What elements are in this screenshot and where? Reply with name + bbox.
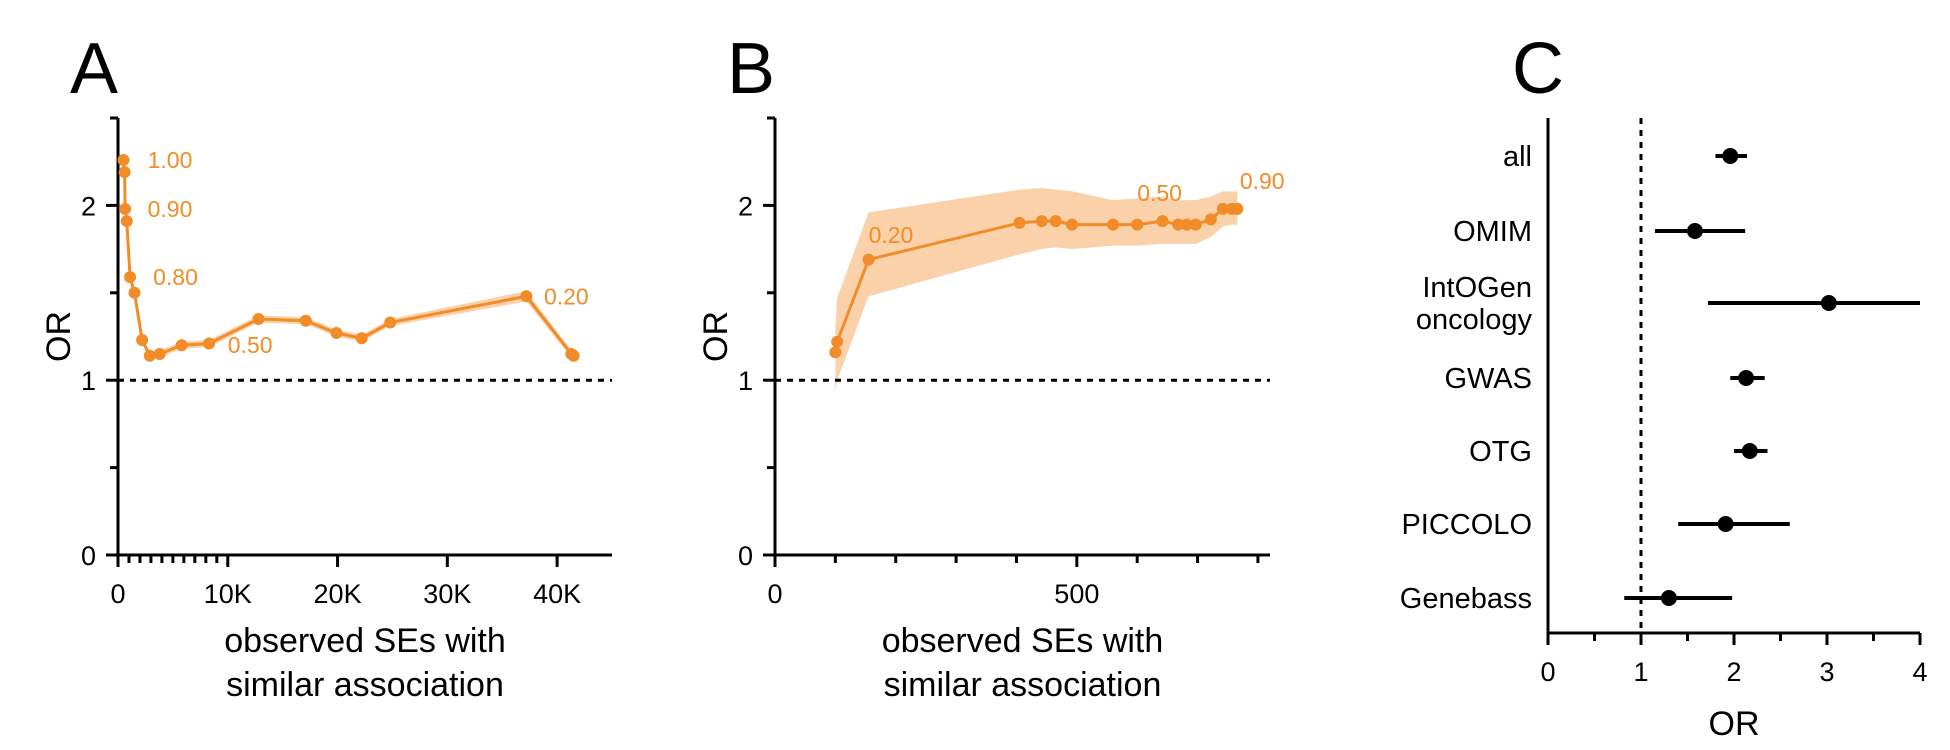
panel-a-x-axis-title-line: similar association xyxy=(226,666,504,704)
panel-b-data-point xyxy=(1189,218,1202,231)
panel-c-x-tick-label: 2 xyxy=(1726,657,1741,687)
panel-a-data-point xyxy=(299,314,312,327)
panel-c-category-label: oncology xyxy=(1416,304,1533,336)
panel-b-data-point xyxy=(1204,213,1217,226)
panel-a-x-axis-title-line: observed SEs with xyxy=(224,622,506,660)
panel-a-y-tick-label: 2 xyxy=(81,191,96,221)
panel-a-data-point xyxy=(120,215,133,228)
panel-c-or-point xyxy=(1660,590,1677,606)
panel-a-y-tick-label: 0 xyxy=(81,541,96,571)
panel-c-or-point xyxy=(1686,223,1703,239)
panel-a-x-tick-label: 10K xyxy=(204,579,252,609)
panel-a-data-point xyxy=(567,349,580,362)
panel-c-or-point xyxy=(1820,295,1837,311)
panel-a-point-label: 0.20 xyxy=(544,283,589,309)
panel-b-data-point xyxy=(1131,218,1144,231)
panel-c-x-axis-title: OR xyxy=(1709,705,1760,743)
panel-b-data-point xyxy=(1216,202,1229,215)
panel-c-category-label: all xyxy=(1503,141,1532,173)
panel-b-confidence-band xyxy=(835,187,1238,393)
panel-a-data-point xyxy=(117,153,130,166)
panel-a-data-point xyxy=(118,166,131,179)
panel-b-data-point xyxy=(1231,202,1244,215)
panel-a-data-point xyxy=(128,286,141,299)
panel-c-or-point xyxy=(1722,148,1739,164)
panel-a-x-tick-label: 40K xyxy=(533,579,581,609)
panel-a-confidence-band xyxy=(123,156,574,360)
panel-a-letter: A xyxy=(70,29,118,109)
panel-b-x-tick-label: 500 xyxy=(1054,579,1099,609)
panel-a-data-point xyxy=(384,316,397,329)
panel-a-point-label: 0.90 xyxy=(148,196,193,222)
panel-c-x-tick-label: 3 xyxy=(1819,657,1834,687)
panel-b-y-tick-label: 1 xyxy=(738,366,753,396)
panel-c-category-label: IntOGen xyxy=(1422,272,1532,304)
panel-a-data-point xyxy=(124,271,137,284)
panel-b-point-label: 0.90 xyxy=(1240,168,1285,194)
panel-a-point-label: 0.50 xyxy=(228,332,273,358)
panel-a-chart: 0 1 2 0 10K 20K 30K 40K OR observed SEs with simil… xyxy=(40,116,612,704)
panel-c-x-tick-label: 4 xyxy=(1912,657,1927,687)
panel-a-data-point xyxy=(252,313,265,326)
panel-c-x-tick-label: 0 xyxy=(1540,657,1555,687)
panel-b-x-axis-title-line: similar association xyxy=(884,666,1162,704)
panel-b-data-point xyxy=(1172,218,1185,231)
panel-b-chart: 0 1 2 0 500 OR observed SEs with similar associ… xyxy=(697,116,1285,704)
panel-b-data-point xyxy=(862,253,875,266)
panel-a-y-axis-title: OR xyxy=(40,311,78,362)
panel-b-point-label: 0.20 xyxy=(869,222,914,248)
panel-a-data-point xyxy=(143,349,156,362)
panel-b-data-point xyxy=(1066,218,1078,231)
panel-a-x-tick-label: 20K xyxy=(314,579,362,609)
panel-b-y-tick-label: 0 xyxy=(738,541,753,571)
panel-c-category-label: Genebass xyxy=(1400,583,1532,615)
panel-b-data-point xyxy=(829,346,842,359)
panel-b-data-point xyxy=(1013,216,1026,229)
panel-c-x-tick-label: 1 xyxy=(1633,657,1648,687)
panel-c-or-point xyxy=(1738,370,1755,386)
panel-c-category-label: OTG xyxy=(1469,436,1532,468)
panel-c-category-label: GWAS xyxy=(1444,363,1532,395)
panel-b-data-point xyxy=(1049,215,1062,228)
panel-b-point-label: 0.50 xyxy=(1137,180,1182,206)
panel-a-data-point xyxy=(355,332,368,345)
panel-b-x-tick-label: 0 xyxy=(767,579,782,609)
panel-a-point-label: 1.00 xyxy=(148,147,193,173)
panel-a-x-tick-label: 0 xyxy=(110,579,125,609)
panel-a-data-point xyxy=(175,339,188,352)
panel-b-data-point xyxy=(1156,215,1169,228)
panel-c-letter: C xyxy=(1512,29,1564,109)
panel-a-x-tick-label: 30K xyxy=(423,579,471,609)
panel-b-letter: B xyxy=(727,29,775,109)
panel-a-data-point xyxy=(520,290,533,303)
panel-b-x-axis-title-line: observed SEs with xyxy=(882,622,1164,660)
panel-a-data-point xyxy=(153,347,166,360)
panel-a-y-tick-label: 1 xyxy=(81,366,96,396)
panel-c-category-label: PICCOLO xyxy=(1401,509,1532,541)
panel-b-data-point xyxy=(1107,218,1120,231)
panel-c-or-point xyxy=(1741,443,1758,459)
panel-a-data-point xyxy=(203,337,216,350)
panel-c-category-label: OMIM xyxy=(1453,216,1532,248)
panel-a-data-point xyxy=(330,327,343,340)
panel-a-data-point xyxy=(119,202,132,215)
panel-a-series-line xyxy=(121,159,575,358)
panel-b-y-tick-label: 2 xyxy=(738,191,753,221)
panel-c-or-point xyxy=(1717,516,1734,532)
panel-b-data-point xyxy=(1035,215,1048,228)
panel-a-point-label: 0.80 xyxy=(153,264,198,290)
panel-b-data-point xyxy=(831,335,844,348)
panel-a-data-point xyxy=(136,333,149,346)
panel-b-y-axis-title: OR xyxy=(697,311,735,362)
panel-b-data-point xyxy=(1180,218,1193,231)
